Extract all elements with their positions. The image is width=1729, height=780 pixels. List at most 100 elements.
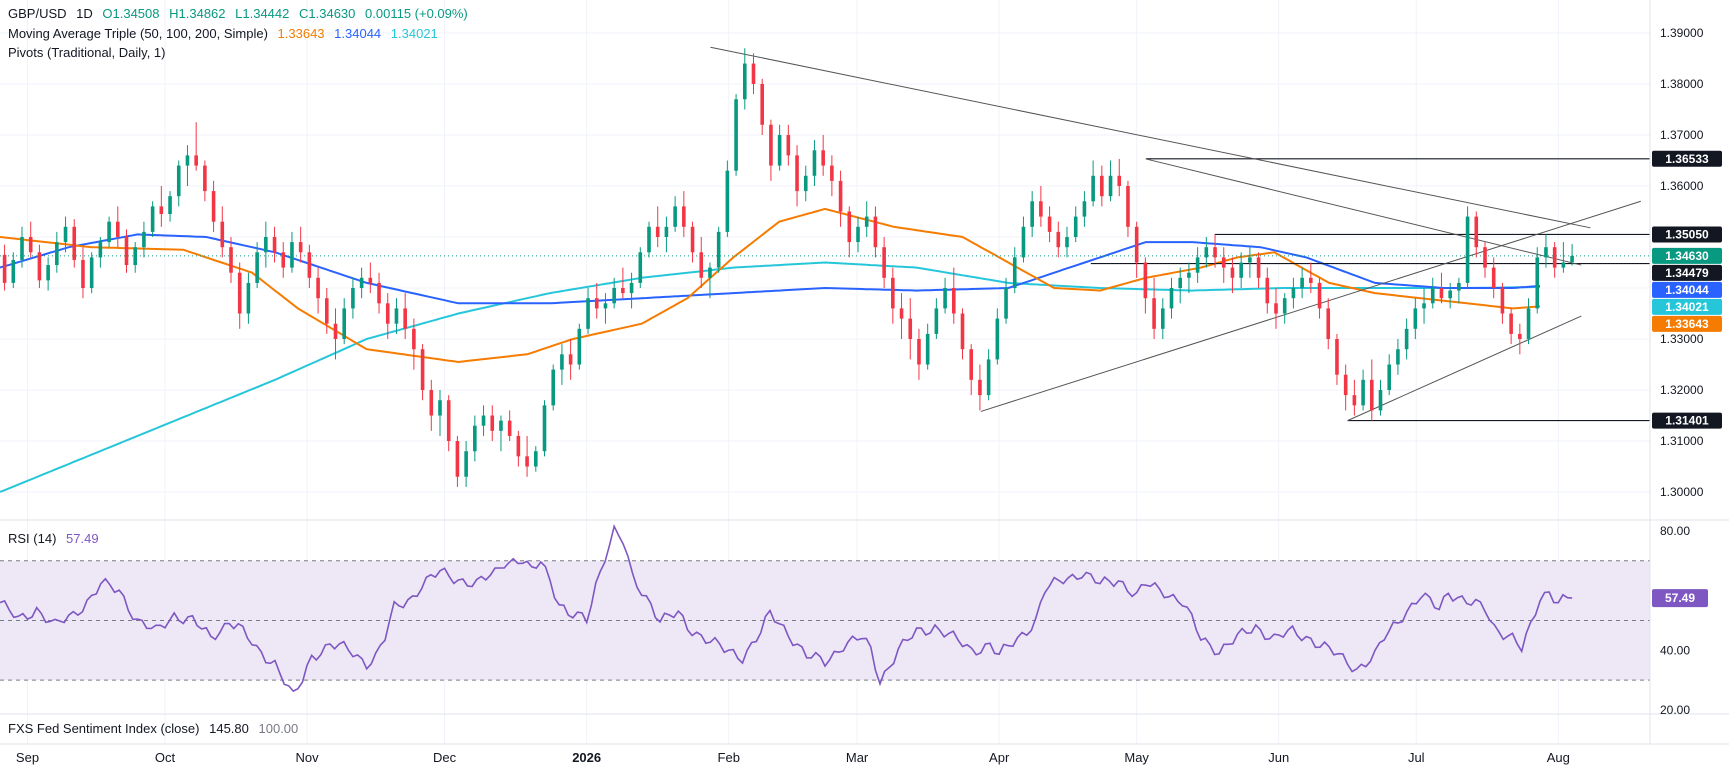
candle[interactable] [1535,247,1540,314]
candle[interactable] [1526,298,1531,345]
pivots-legend[interactable]: Pivots (Traditional, Daily, 1) [8,45,172,61]
trendline[interactable] [1347,315,1582,422]
candle[interactable] [203,160,207,202]
candle[interactable] [969,344,974,396]
candle[interactable] [281,242,286,278]
candle[interactable] [1500,282,1505,324]
candle[interactable] [1439,272,1444,304]
candle[interactable] [934,298,939,340]
price-label[interactable]: 1.36533 [1652,150,1722,167]
candle[interactable] [55,231,59,273]
candle[interactable] [446,395,451,452]
candle[interactable] [917,328,921,380]
candle[interactable] [194,122,198,171]
candle[interactable] [647,221,651,258]
ma-legend[interactable]: Moving Average Triple (50, 100, 200, Sim… [8,26,444,42]
price-label[interactable]: 1.33643 [1652,315,1722,332]
candle[interactable] [1004,277,1008,324]
candle[interactable] [168,191,172,222]
candle[interactable] [1265,267,1270,314]
candle[interactable] [115,206,120,248]
candle[interactable] [81,247,85,299]
candle[interactable] [516,430,521,467]
candle[interactable] [891,267,895,324]
candle[interactable] [1282,293,1287,324]
candle[interactable] [943,277,947,314]
candle[interactable] [525,435,529,477]
price-label[interactable]: 1.34630 [1652,247,1722,264]
candle[interactable] [1256,252,1261,289]
candle[interactable] [882,236,886,289]
candles-layer[interactable] [0,48,1574,487]
candle[interactable] [1152,277,1156,340]
candle[interactable] [1047,206,1052,243]
candle[interactable] [1378,379,1383,416]
candle[interactable] [1248,247,1252,278]
candle[interactable] [873,206,878,258]
candle[interactable] [568,339,573,380]
candle[interactable] [429,379,434,431]
candle[interactable] [908,298,913,360]
candle[interactable] [830,155,834,197]
candle[interactable] [1134,221,1139,278]
candle[interactable] [46,257,50,291]
candle[interactable] [1396,339,1400,375]
candle[interactable] [342,298,347,345]
rsi-value-label[interactable]: 57.49 [1652,589,1708,608]
candle[interactable] [1413,298,1418,340]
candle[interactable] [856,216,860,253]
candle[interactable] [1326,298,1331,350]
ma200-line[interactable] [0,261,1540,493]
candle[interactable] [290,231,294,273]
candle[interactable] [63,216,68,253]
candle[interactable] [864,201,869,237]
candle[interactable] [690,221,695,263]
candle[interactable] [142,221,146,258]
candle[interactable] [586,288,590,334]
candle[interactable] [1570,244,1574,266]
rsi-line[interactable] [0,523,1573,693]
candle[interactable] [20,226,24,268]
candle[interactable] [1204,236,1209,268]
candle[interactable] [1422,288,1426,324]
candle[interactable] [838,170,843,227]
candle[interactable] [1178,267,1183,304]
candle[interactable] [533,446,538,472]
candle[interactable] [377,272,381,314]
candle[interactable] [394,298,399,334]
candle[interactable] [316,267,320,314]
candle[interactable] [1274,288,1278,329]
candle[interactable] [1021,216,1026,263]
candle[interactable] [1361,369,1365,411]
candle[interactable] [1030,191,1034,237]
candle[interactable] [542,400,547,457]
candle[interactable] [159,185,164,227]
candle[interactable] [612,277,616,309]
candle[interactable] [847,206,852,258]
candle[interactable] [1343,364,1348,411]
candle[interactable] [786,124,791,166]
candle[interactable] [1187,262,1191,294]
candle[interactable] [655,206,660,248]
candle[interactable] [1291,277,1296,309]
candle[interactable] [760,78,765,135]
candle[interactable] [264,221,268,268]
candle[interactable] [1091,160,1095,207]
candle[interactable] [229,236,233,283]
candle[interactable] [1518,323,1522,355]
candle[interactable] [298,226,303,263]
candle[interactable] [1221,247,1226,283]
candle[interactable] [621,267,625,299]
candle[interactable] [1239,252,1243,289]
trendline[interactable] [710,46,1591,229]
candle[interactable] [551,364,556,411]
candle[interactable] [1483,242,1487,278]
candle[interactable] [98,236,103,268]
candle[interactable] [72,219,77,268]
candle[interactable] [246,272,251,324]
candle[interactable] [1039,185,1043,227]
candle[interactable] [1457,277,1461,304]
candle[interactable] [1169,277,1174,319]
candle[interactable] [769,119,773,181]
